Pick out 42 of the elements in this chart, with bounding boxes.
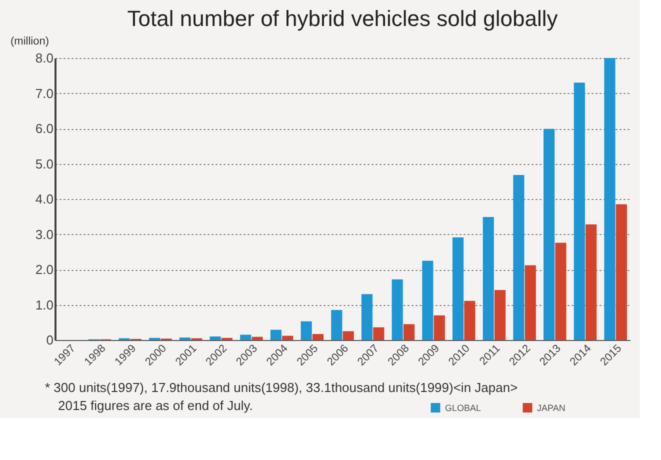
bar [494,290,506,340]
bar [312,334,324,340]
y-tick-label: 8.0 [35,50,54,66]
bar [392,279,403,340]
bar [513,175,524,340]
bar [464,300,476,340]
bar [586,224,597,340]
chart-title: Total number of hybrid vehicles sold globally [127,6,558,31]
y-tick-label: 3.0 [35,226,54,242]
y-tick-label: 7.0 [35,86,54,101]
bar [604,58,616,340]
text: 2015 figures are as of end of July. [58,398,253,413]
y-tick-label: 2.0 [35,262,54,277]
bar [252,336,263,340]
y-tick-label: 1.0 [35,297,54,312]
legend-label: JAPAN [537,402,566,413]
text: * 300 units(1997), 17.9thousand units(1998), 33.1thousand units(1999)<in Japan> [45,380,518,395]
bar [574,82,585,340]
bar [361,294,373,340]
bar [282,336,294,340]
bar [555,242,566,340]
legend-label: GLOBAL [445,402,482,413]
y-tick-label: 6.0 [35,121,54,136]
y-tick-label: 5.0 [35,156,54,172]
bar [331,310,342,340]
bar [452,237,464,340]
bar [482,216,494,340]
bar [342,331,354,340]
bar [544,128,555,340]
bar [616,204,627,340]
bar [524,265,536,340]
y-tick-label: 0 [46,332,54,348]
bar [373,327,384,340]
bar [300,321,312,340]
bar [422,260,434,340]
bar [270,330,282,340]
y-axis-title: (million) [10,36,49,48]
bar [434,315,445,340]
bar [240,334,252,340]
bar [210,336,221,340]
bar [403,324,415,340]
y-tick-label: 4.0 [35,192,54,206]
